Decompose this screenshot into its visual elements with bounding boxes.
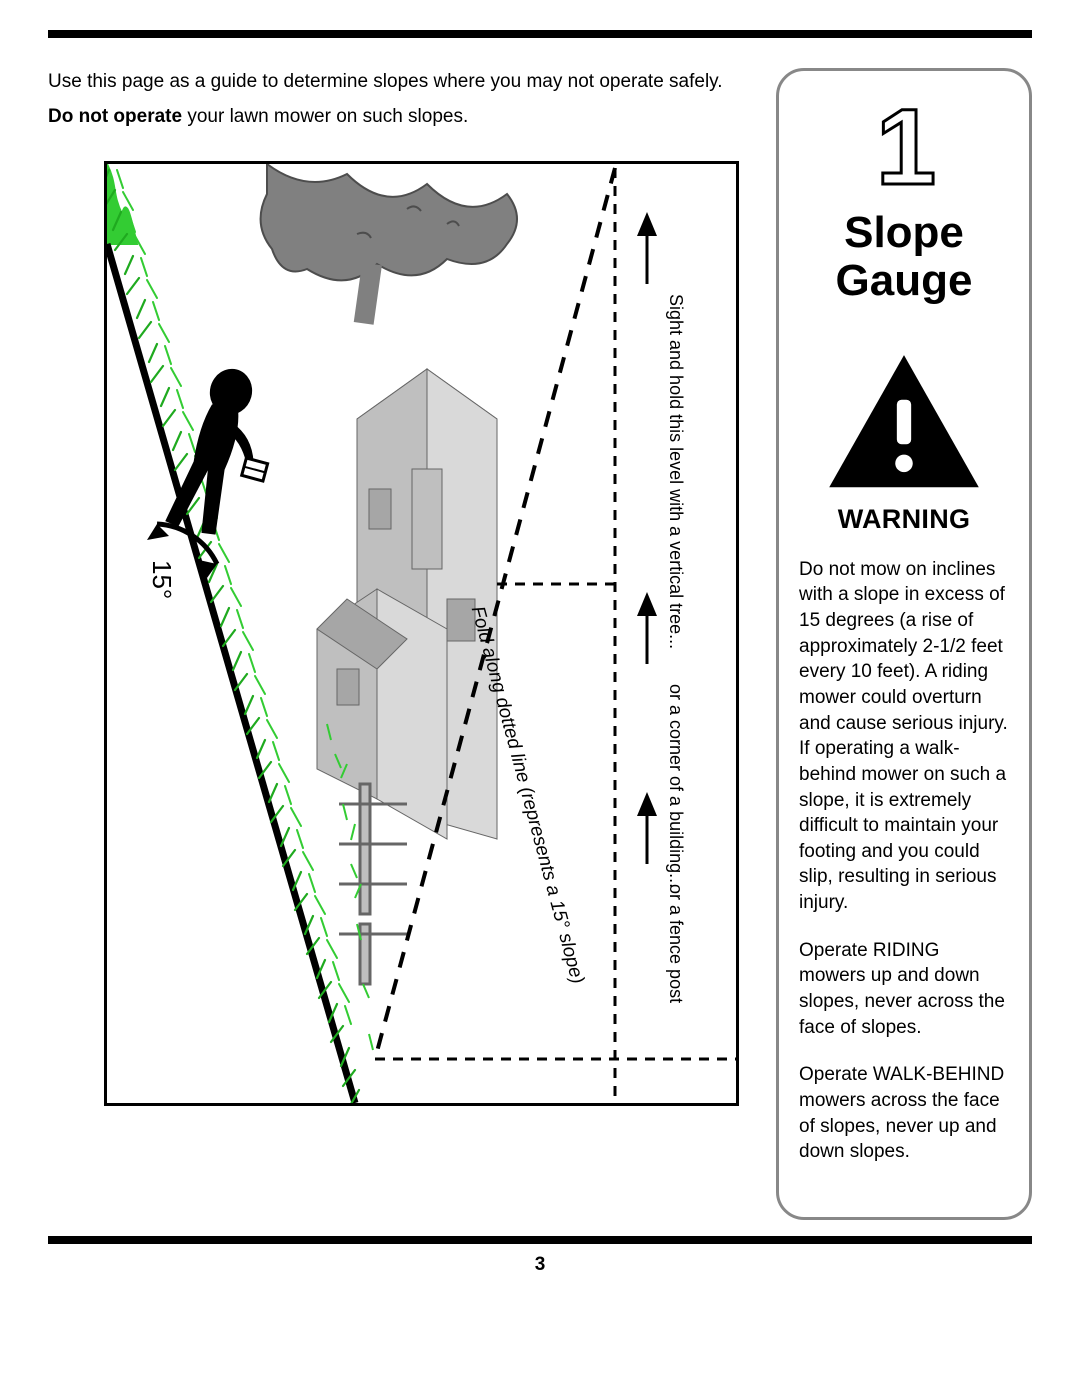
angle-label: 15°	[146, 560, 177, 599]
title-line2: Gauge	[836, 256, 973, 305]
intro-line2-rest: your lawn mower on such slopes.	[182, 106, 468, 127]
top-rule	[48, 30, 1032, 38]
warning-body: Do not mow on inclines with a slope in e…	[799, 557, 1009, 1165]
slope-diagram: 15° Sight and hold this level with a ver…	[104, 161, 739, 1106]
left-column: Use this page as a guide to determine sl…	[48, 68, 756, 1220]
warning-label: WARNING	[799, 504, 1009, 535]
sight-building-text: or a corner of a building...	[665, 684, 686, 888]
slope-gauge-title: Slope Gauge	[799, 209, 1009, 306]
warning-icon	[824, 352, 984, 492]
do-not-operate-bold: Do not operate	[48, 106, 182, 127]
warning-para-3: Operate WALK-BEHIND mowers across the fa…	[799, 1062, 1009, 1165]
sight-tree-text: Sight and hold this level with a vertica…	[665, 294, 686, 649]
title-line1: Slope	[844, 208, 964, 257]
page-number: 3	[48, 1254, 1032, 1276]
warning-sidebar: 1 Slope Gauge WARNING Do not mow on incl…	[776, 68, 1032, 1220]
warning-para-1: Do not mow on inclines with a slope in e…	[799, 557, 1009, 916]
bottom-rule	[48, 1236, 1032, 1244]
content-row: Use this page as a guide to determine sl…	[48, 68, 1032, 1220]
warning-para-2: Operate RIDING mowers up and down slopes…	[799, 938, 1009, 1041]
section-number: 1	[799, 93, 1009, 201]
diagram-svg	[107, 164, 736, 1103]
intro-line1: Use this page as a guide to determine sl…	[48, 68, 756, 97]
intro-line2: Do not operate your lawn mower on such s…	[48, 103, 756, 132]
sight-fence-text: or a fence post	[665, 884, 686, 1003]
